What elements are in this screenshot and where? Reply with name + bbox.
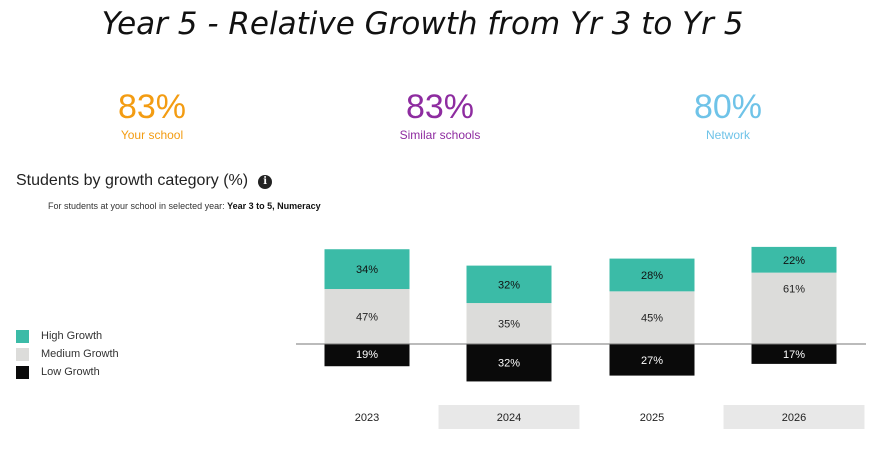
x-tick-label-2026: 2026 bbox=[782, 412, 806, 424]
data-label-high-2025: 28% bbox=[641, 270, 663, 282]
subheading-prefix: For students at your school in selected … bbox=[48, 201, 225, 211]
data-label-low-2026: 17% bbox=[783, 349, 805, 361]
data-label-high-2026: 22% bbox=[783, 255, 805, 267]
data-label-low-2023: 19% bbox=[356, 349, 378, 361]
year-band-2024 bbox=[438, 405, 580, 429]
data-label-high-2024: 32% bbox=[498, 279, 520, 291]
legend-item-high: High Growth bbox=[16, 327, 119, 345]
similar-schools-stat: 83% Similar schools bbox=[360, 88, 520, 142]
bar-low-2026 bbox=[751, 344, 837, 364]
x-tick-label-2025: 2025 bbox=[640, 412, 664, 424]
bar-high-2023 bbox=[324, 249, 410, 290]
section-heading: Students by growth category (%) i bbox=[16, 172, 273, 190]
legend-label-medium: Medium Growth bbox=[41, 348, 119, 360]
year-band-2026 bbox=[723, 405, 865, 429]
section-heading-text: Students by growth category (%) bbox=[16, 172, 249, 189]
legend-label-low: Low Growth bbox=[41, 366, 100, 378]
data-label-medium-2023: 47% bbox=[356, 312, 378, 324]
chart-legend: High Growth Medium Growth Low Growth bbox=[16, 327, 119, 381]
your-school-value: 83% bbox=[117, 88, 187, 126]
bar-medium-2024 bbox=[466, 303, 552, 344]
network-stat: 80% Network bbox=[648, 88, 808, 142]
chart-subheading: For students at your school in selected … bbox=[48, 201, 321, 211]
bar-high-2026 bbox=[751, 246, 837, 273]
data-label-medium-2024: 35% bbox=[498, 319, 520, 331]
your-school-stat: 83% Your school bbox=[72, 88, 232, 142]
legend-swatch-low bbox=[16, 365, 29, 379]
bar-low-2024 bbox=[466, 344, 552, 382]
subheading-selection: Year 3 to 5, Numeracy bbox=[227, 201, 321, 211]
bar-high-2024 bbox=[466, 265, 552, 304]
page-title: Year 5 - Relative Growth from Yr 3 to Yr… bbox=[101, 6, 744, 42]
info-icon[interactable]: i bbox=[258, 175, 273, 189]
x-tick-label-2023: 2023 bbox=[355, 412, 379, 424]
legend-item-medium: Medium Growth bbox=[16, 345, 119, 363]
legend-swatch-high bbox=[16, 329, 29, 343]
data-label-low-2025: 27% bbox=[641, 355, 663, 367]
bar-medium-2025 bbox=[609, 291, 695, 344]
data-label-high-2023: 34% bbox=[356, 264, 378, 276]
data-label-medium-2025: 45% bbox=[641, 313, 663, 325]
bar-high-2025 bbox=[609, 258, 695, 292]
legend-item-low: Low Growth bbox=[16, 363, 119, 381]
data-label-medium-2026: 61% bbox=[783, 284, 805, 296]
bar-medium-2026 bbox=[751, 272, 837, 344]
data-label-low-2024: 32% bbox=[498, 358, 520, 370]
legend-label-high: High Growth bbox=[41, 330, 103, 342]
legend-swatch-medium bbox=[16, 347, 29, 361]
network-value: 80% bbox=[693, 88, 763, 126]
bar-low-2023 bbox=[324, 344, 410, 367]
bar-medium-2023 bbox=[324, 289, 410, 344]
bar-low-2025 bbox=[609, 344, 695, 376]
x-tick-label-2024: 2024 bbox=[497, 412, 521, 424]
similar-schools-value: 83% bbox=[405, 88, 475, 126]
similar-schools-label: Similar schools bbox=[399, 128, 481, 142]
network-label: Network bbox=[705, 128, 750, 142]
your-school-label: Your school bbox=[120, 128, 184, 142]
